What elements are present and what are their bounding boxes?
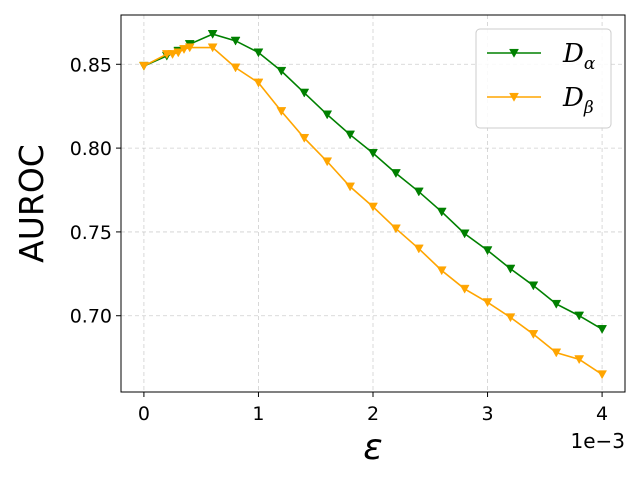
data-point: [138, 61, 149, 71]
series-beta: [138, 43, 608, 380]
data-point: [207, 43, 218, 53]
series-layer: [138, 30, 608, 380]
data-point: [276, 66, 287, 76]
y-tick-label: 0.80: [70, 138, 112, 160]
legend-label-main: D: [562, 83, 584, 113]
data-point: [436, 266, 447, 276]
y-tick-label: 0.75: [70, 222, 112, 244]
data-point: [173, 48, 184, 58]
data-point: [299, 88, 310, 98]
data-point: [574, 355, 585, 365]
data-point: [345, 130, 356, 140]
legend-label: Dα: [562, 39, 596, 74]
data-point: [482, 246, 493, 256]
data-point: [368, 202, 378, 212]
data-point: [253, 78, 264, 88]
data-point: [276, 107, 287, 117]
y-axis-label: AUROC: [12, 144, 51, 263]
data-point: [528, 330, 539, 339]
x-tick-label: 0: [138, 403, 150, 425]
data-point: [230, 63, 241, 73]
data-point: [322, 110, 333, 120]
legend-marker: [509, 48, 519, 58]
x-axis-multiplier: 1e−3: [570, 429, 625, 453]
data-point: [230, 36, 241, 46]
data-point: [505, 313, 516, 323]
data-point: [459, 284, 470, 294]
series-line: [143, 33, 603, 330]
data-point: [167, 50, 178, 60]
legend-label: Dβ: [562, 83, 594, 118]
legend-entry-alpha: Dα: [487, 39, 596, 74]
data-point: [253, 48, 264, 58]
x-tick-label: 1: [252, 403, 264, 425]
data-point: [390, 224, 401, 234]
data-point: [345, 182, 356, 192]
data-point: [482, 298, 493, 308]
y-tick-label: 0.85: [70, 54, 112, 76]
legend-label-subscript: β: [583, 98, 594, 118]
data-point: [505, 264, 516, 274]
data-point: [528, 281, 539, 291]
data-point: [551, 299, 562, 309]
data-point: [390, 169, 401, 179]
data-point: [179, 45, 189, 54]
x-axis-label: ε: [363, 427, 382, 468]
legend-entry-beta: Dβ: [487, 83, 594, 118]
legend-label-subscript: α: [584, 54, 596, 74]
data-point: [413, 244, 424, 254]
x-tick-label: 2: [367, 403, 379, 425]
data-point: [299, 133, 310, 143]
axis-ticks: 0 1 2 3 4 0.70 0.75 0.80 0.85: [70, 54, 608, 425]
legend-marker: [509, 92, 519, 102]
data-point: [574, 311, 585, 321]
x-tick-label: 4: [596, 403, 608, 425]
data-point: [184, 43, 195, 53]
data-point: [551, 348, 562, 358]
data-point: [436, 207, 447, 217]
legend-label-main: D: [562, 39, 584, 69]
data-point: [322, 157, 333, 167]
x-tick-label: 3: [481, 403, 493, 425]
data-point: [597, 370, 608, 380]
data-point: [207, 30, 218, 39]
data-point: [413, 187, 424, 197]
data-point: [597, 325, 608, 334]
y-tick-label: 0.70: [70, 306, 112, 328]
data-point: [459, 229, 470, 239]
data-point: [368, 149, 378, 158]
